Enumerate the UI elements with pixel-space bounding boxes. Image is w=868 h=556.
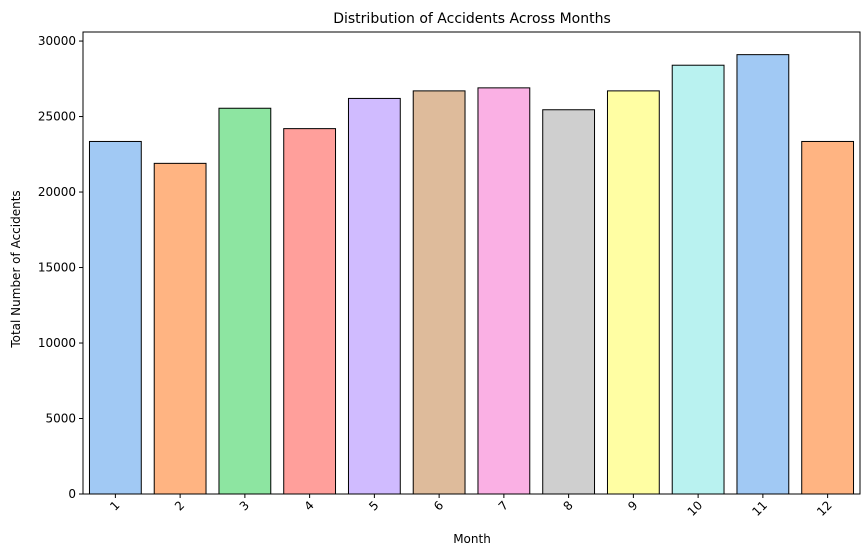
bar-month-1	[88, 140, 142, 495]
bar-month-9	[606, 90, 660, 495]
y-tick-label: 5000	[45, 412, 76, 426]
x-axis-label: Month	[453, 532, 491, 546]
y-tick-label: 10000	[38, 336, 76, 350]
bar-month-10	[671, 64, 725, 495]
y-axis-label: Total Number of Accidents	[9, 190, 23, 348]
plot-area	[88, 54, 855, 495]
bar-month-5	[347, 97, 401, 495]
x-tick-label: 2	[172, 498, 187, 513]
bar-month-6	[412, 90, 466, 495]
x-tick-label: 9	[625, 498, 640, 513]
x-tick-label: 3	[237, 498, 252, 513]
x-tick-label: 7	[496, 498, 511, 513]
x-tick-label: 11	[749, 498, 770, 519]
y-tick-label: 0	[68, 487, 76, 501]
bar-month-11	[736, 54, 790, 495]
x-tick-label: 10	[685, 498, 706, 519]
x-tick-label: 4	[301, 498, 316, 513]
x-tick-label: 8	[560, 498, 575, 513]
y-axis: 0 5000 10000 15000 20000 25000 30000	[38, 34, 83, 501]
x-tick-label: 5	[366, 498, 381, 513]
bar-month-8	[542, 109, 596, 495]
plot-frame	[82, 31, 861, 495]
bar-month-12	[801, 140, 855, 495]
bar-month-3	[218, 107, 272, 495]
y-tick-label: 20000	[38, 185, 76, 199]
bar-month-4	[283, 128, 337, 495]
x-axis: 1 2 3 4 5 6 7 8 9 10 11 12	[107, 494, 835, 519]
chart-title: Distribution of Accidents Across Months	[333, 11, 611, 27]
y-tick-label: 30000	[38, 34, 76, 48]
y-tick-label: 15000	[38, 261, 76, 275]
y-tick-label: 25000	[38, 110, 76, 124]
bar-month-7	[477, 87, 531, 495]
bar-month-2	[153, 162, 207, 495]
x-tick-label: 12	[814, 498, 835, 519]
x-tick-label: 6	[431, 498, 446, 513]
x-tick-label: 1	[107, 498, 122, 513]
